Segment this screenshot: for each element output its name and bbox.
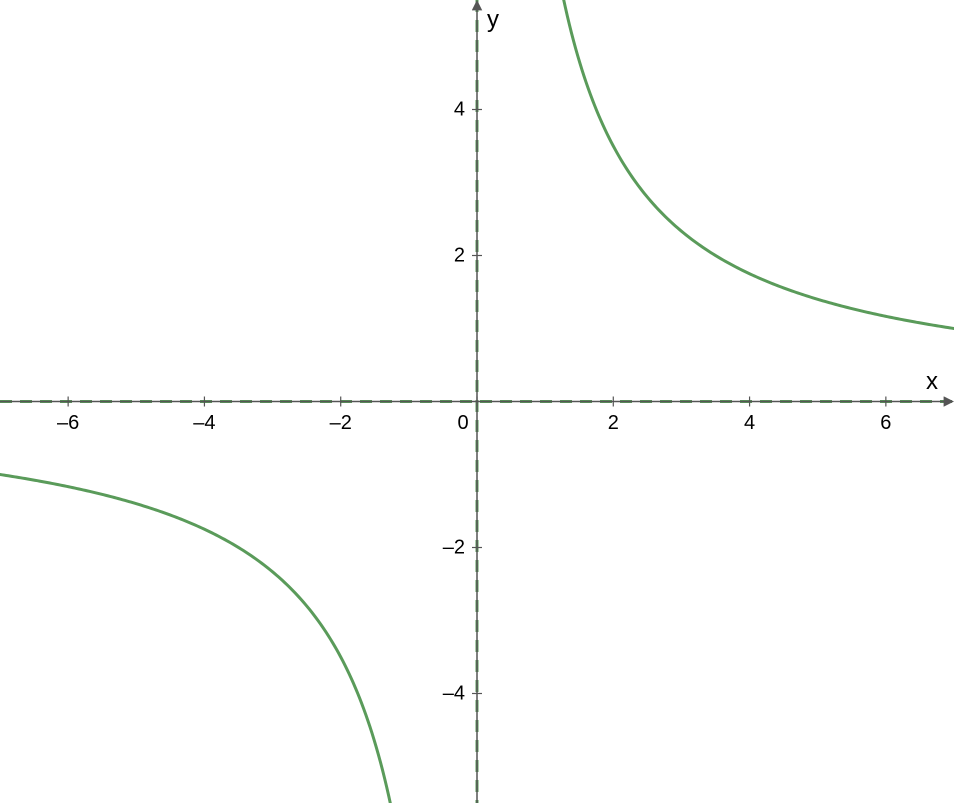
series-branch-negative — [0, 475, 416, 803]
chart-svg — [0, 0, 954, 803]
x-tick-label: –6 — [57, 412, 79, 435]
x-tick-label: 6 — [880, 412, 891, 435]
x-tick-label: 0 — [457, 412, 468, 435]
x-tick-label: 4 — [744, 412, 755, 435]
y-tick-label: –4 — [443, 682, 471, 705]
y-tick-label: 4 — [454, 98, 471, 121]
x-tick-label: –4 — [193, 412, 215, 435]
x-tick-label: –2 — [330, 412, 352, 435]
x-axis-label: x — [926, 368, 938, 396]
y-axis-label: y — [487, 6, 499, 34]
reciprocal-chart: –6 –4 –2 0 2 4 6 –4 –2 2 4 x y — [0, 0, 954, 803]
y-tick-label: –2 — [443, 536, 471, 559]
series-branch-positive — [538, 0, 954, 329]
x-tick-label: 2 — [608, 412, 619, 435]
y-tick-label: 2 — [454, 244, 471, 267]
